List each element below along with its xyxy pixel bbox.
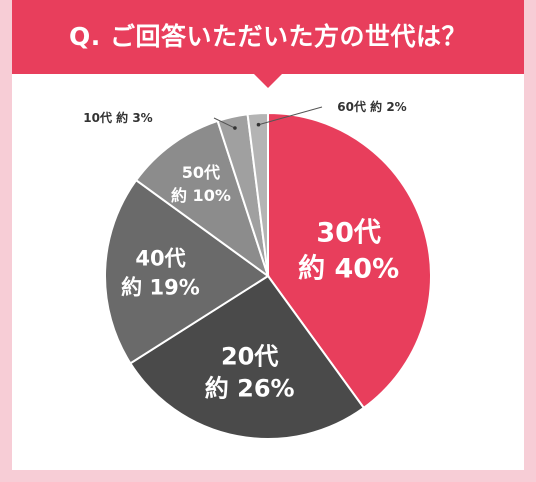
slice-value-label: 約 19% bbox=[121, 275, 200, 299]
outside-slice-label: 60代 約 2% bbox=[337, 99, 406, 114]
slice-category-label: 20代 bbox=[221, 342, 278, 370]
leader-line bbox=[258, 106, 323, 126]
outside-slice-label: 10代 約 3% bbox=[83, 110, 152, 125]
leader-dot bbox=[233, 126, 237, 130]
slice-value-label: 約 40% bbox=[298, 252, 399, 284]
pie-slice-1 bbox=[267, 111, 432, 410]
slice-value-label: 約 26% bbox=[205, 374, 295, 402]
leader-dot bbox=[256, 122, 261, 127]
slice-category-label: 40代 bbox=[135, 246, 185, 270]
pie-slice-3 bbox=[104, 178, 270, 365]
leader-lines bbox=[213, 106, 323, 130]
question-header bbox=[12, 0, 524, 74]
leader-line bbox=[213, 117, 236, 129]
slice-value-label: 約 10% bbox=[171, 186, 231, 205]
pie-slice-4 bbox=[134, 119, 270, 279]
pie-slice-2 bbox=[128, 274, 366, 440]
header-pointer bbox=[253, 73, 283, 88]
pie-slices bbox=[104, 111, 432, 440]
page-title: Q. ご回答いただいた方の世代は？ bbox=[69, 22, 467, 51]
slice-category-label: 30代 bbox=[316, 217, 381, 248]
slice-category-label: 50代 bbox=[182, 163, 220, 182]
pie-slice-6 bbox=[246, 111, 269, 277]
